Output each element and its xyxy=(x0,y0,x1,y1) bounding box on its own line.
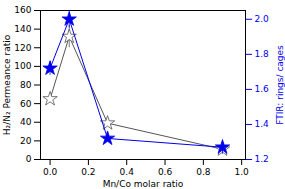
svg-text:0: 0 xyxy=(26,154,32,164)
svg-text:Mn/Co molar ratio: Mn/Co molar ratio xyxy=(103,179,184,189)
svg-text:1.4: 1.4 xyxy=(255,119,270,129)
svg-text:H₂/N₂ Permeance ratio: H₂/N₂ Permeance ratio xyxy=(2,34,12,135)
svg-text:140: 140 xyxy=(14,24,31,34)
svg-text:20: 20 xyxy=(20,136,32,146)
svg-text:0.6: 0.6 xyxy=(158,167,173,177)
svg-text:80: 80 xyxy=(20,80,32,90)
svg-text:100: 100 xyxy=(14,61,31,71)
svg-text:0.2: 0.2 xyxy=(81,167,95,177)
svg-text:1.0: 1.0 xyxy=(235,167,250,177)
svg-text:0.4: 0.4 xyxy=(120,167,135,177)
svg-text:160: 160 xyxy=(14,5,31,15)
svg-text:FTIR: rings/ cages: FTIR: rings/ cages xyxy=(275,45,285,125)
svg-text:0.0: 0.0 xyxy=(43,167,58,177)
svg-text:1.2: 1.2 xyxy=(255,154,269,164)
svg-text:2.0: 2.0 xyxy=(255,14,270,24)
svg-text:60: 60 xyxy=(20,99,32,109)
svg-text:1.8: 1.8 xyxy=(255,49,270,59)
svg-text:40: 40 xyxy=(20,117,32,127)
svg-text:1.6: 1.6 xyxy=(255,84,270,94)
svg-text:0.8: 0.8 xyxy=(196,167,211,177)
svg-text:120: 120 xyxy=(14,43,31,53)
